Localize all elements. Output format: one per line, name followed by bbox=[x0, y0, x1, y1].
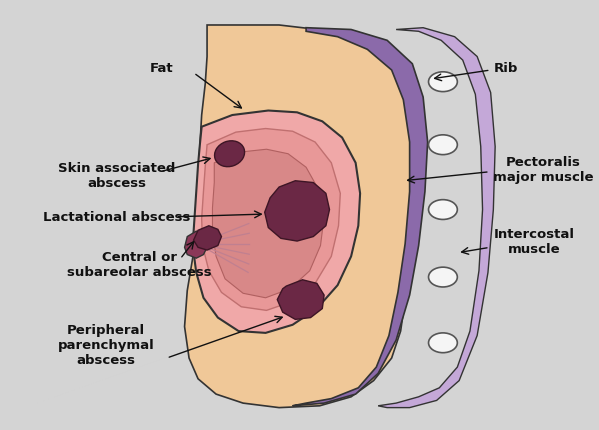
Ellipse shape bbox=[428, 200, 458, 220]
Polygon shape bbox=[378, 29, 495, 408]
Polygon shape bbox=[277, 280, 324, 319]
Text: Peripheral
parenchymal
abscess: Peripheral parenchymal abscess bbox=[58, 323, 155, 366]
Ellipse shape bbox=[428, 135, 458, 155]
Polygon shape bbox=[265, 181, 329, 242]
Text: Skin associated
abscess: Skin associated abscess bbox=[58, 162, 176, 190]
Polygon shape bbox=[213, 150, 324, 298]
Text: Intercostal
muscle: Intercostal muscle bbox=[494, 227, 574, 255]
Ellipse shape bbox=[428, 73, 458, 92]
Ellipse shape bbox=[428, 267, 458, 287]
Polygon shape bbox=[193, 226, 222, 251]
Polygon shape bbox=[193, 111, 360, 333]
Text: Central or
subareolar abscess: Central or subareolar abscess bbox=[67, 250, 212, 278]
Text: Lactational abscess: Lactational abscess bbox=[43, 211, 190, 224]
Polygon shape bbox=[202, 129, 340, 310]
Polygon shape bbox=[184, 232, 207, 258]
Ellipse shape bbox=[214, 141, 244, 167]
Polygon shape bbox=[292, 29, 428, 406]
Ellipse shape bbox=[428, 333, 458, 353]
Polygon shape bbox=[184, 26, 423, 408]
Text: Fat: Fat bbox=[150, 61, 174, 75]
Text: Rib: Rib bbox=[494, 61, 518, 75]
Text: Pectoralis
major muscle: Pectoralis major muscle bbox=[494, 156, 594, 184]
